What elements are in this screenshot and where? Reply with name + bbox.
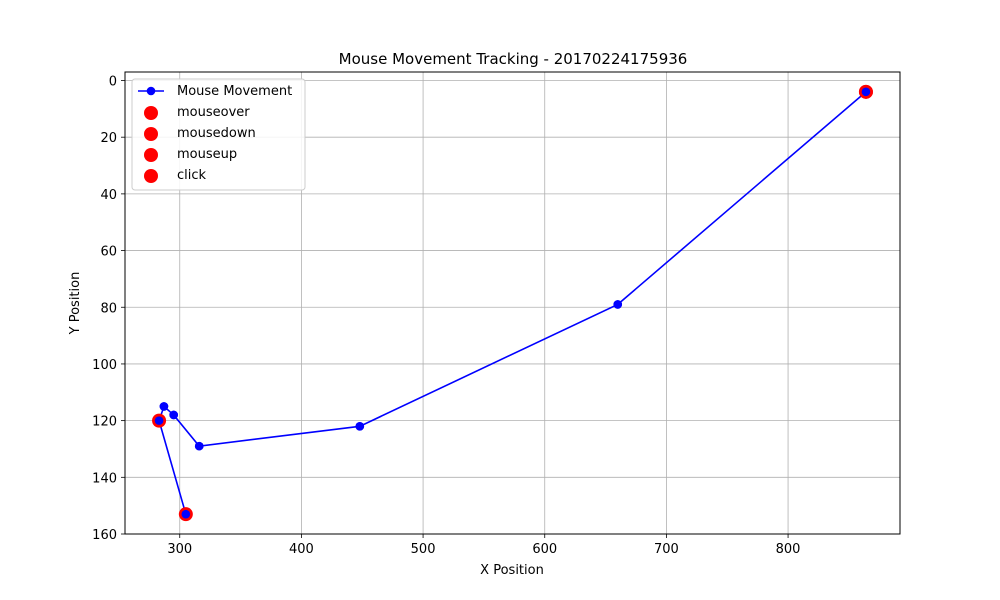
legend-marker xyxy=(144,148,158,162)
data-point xyxy=(861,87,871,97)
x-tick-label: 600 xyxy=(532,542,557,557)
x-tick-label: 400 xyxy=(289,542,314,557)
legend-marker xyxy=(144,106,158,120)
legend-label: Mouse Movement xyxy=(177,84,292,99)
series-layer xyxy=(152,84,873,522)
grid xyxy=(125,72,900,535)
data-point xyxy=(159,402,169,411)
legend-marker xyxy=(144,127,158,141)
y-tick-label: 120 xyxy=(92,415,117,430)
y-tick-label: 60 xyxy=(100,245,117,260)
legend-label: mouseup xyxy=(177,147,237,162)
x-tick-label: 300 xyxy=(167,542,192,557)
plot-area-frame xyxy=(124,71,901,535)
x-axis: 300 400 500 600 700 800 xyxy=(167,534,800,557)
legend-marker xyxy=(146,86,156,96)
legend-label: mousedown xyxy=(177,126,256,141)
y-tick-label: 80 xyxy=(100,301,117,316)
data-point xyxy=(194,441,204,451)
y-tick-label: 140 xyxy=(92,471,117,486)
series-overlay-points xyxy=(154,87,871,519)
y-tick-label: 0 xyxy=(109,75,117,90)
y-tick-label: 100 xyxy=(92,358,117,373)
data-point xyxy=(154,416,164,425)
data-point xyxy=(613,300,623,309)
x-tick-label: 800 xyxy=(776,542,801,557)
chart-title: Mouse Movement Tracking - 20170224175936 xyxy=(339,50,688,68)
legend-label: click xyxy=(177,168,207,183)
y-axis-label: Y Position xyxy=(68,272,83,336)
data-point xyxy=(181,509,191,519)
legend-box xyxy=(131,78,306,191)
x-tick-label: 700 xyxy=(654,542,679,557)
y-tick-label: 160 xyxy=(92,528,117,543)
y-tick-label: 40 xyxy=(100,188,117,203)
y-tick-label: 20 xyxy=(100,131,117,146)
legend-marker xyxy=(144,169,158,183)
legend-label: mouseover xyxy=(177,105,250,120)
data-point xyxy=(169,410,178,420)
legend: Mouse Movement mouseover mousedown mouseup c… xyxy=(131,78,306,191)
x-tick-label: 500 xyxy=(411,542,436,557)
data-point xyxy=(355,421,365,431)
x-axis-label: X Position xyxy=(480,563,544,578)
y-axis: 0 20 40 60 80 100 120 140 160 xyxy=(92,75,125,543)
